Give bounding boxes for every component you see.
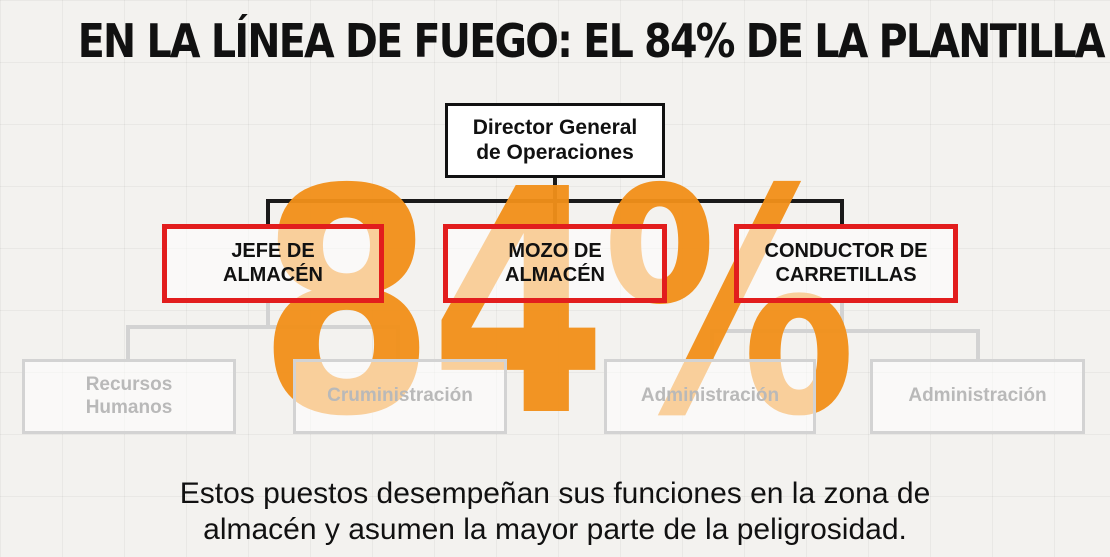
caption-line1: Estos puestos desempeñan sus funciones e… [179, 477, 931, 510]
node-faded-4: Administración [870, 359, 1085, 434]
node-conductor-carretillas: CONDUCTOR DE CARRETILLAS [734, 224, 958, 303]
caption-line2: almacén y asumen la mayor parte de la pe… [203, 513, 907, 546]
node-label-line1: Administración [640, 385, 780, 407]
node-director-line2: de Operaciones [476, 140, 634, 164]
node-label-line2: ALMACÉN [505, 263, 605, 286]
node-recursos-humanos: Recursos Humanos [22, 359, 236, 434]
node-label-line1: Administración [908, 385, 1047, 407]
node-label-line1: JEFE DE [231, 239, 315, 262]
node-faded-2: Cruministración [293, 359, 507, 434]
page-title: EN LA LÍNEA DE FUEGO: EL 84% DE LA PLANT… [77, 14, 1106, 68]
node-label-line1: CONDUCTOR DE [764, 239, 928, 262]
node-jefe-almacen: JEFE DE ALMACÉN [162, 224, 384, 303]
main-connectors [266, 178, 844, 224]
node-faded-3: Administración [604, 359, 816, 434]
node-director: Director General de Operaciones [445, 103, 665, 178]
node-label-line2: Humanos [85, 396, 173, 418]
node-director-line1: Director General [472, 115, 638, 139]
node-label-line1: Cruministración [327, 385, 473, 407]
node-label-line2: ALMACÉN [223, 263, 323, 286]
node-label-line2: CARRETILLAS [775, 263, 917, 286]
node-mozo-almacen: MOZO DE ALMACÉN [443, 224, 667, 303]
node-label-line1: MOZO DE [508, 239, 602, 262]
node-label-line1: Recursos [85, 374, 173, 396]
faded-connectors [126, 303, 980, 359]
caption: Estos puestos desempeñan sus funciones e… [0, 476, 1110, 548]
